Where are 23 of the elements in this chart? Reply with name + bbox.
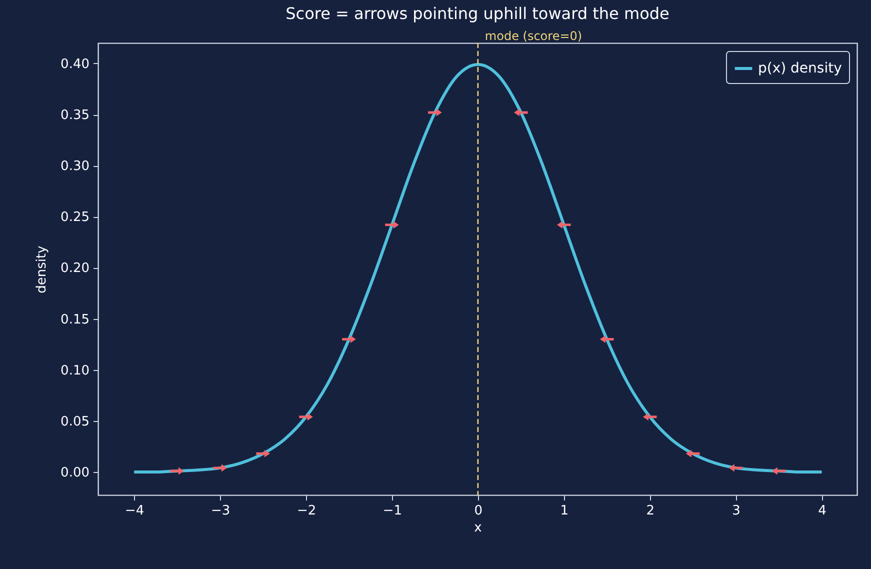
y-tick-label: 0.05 <box>60 414 90 430</box>
y-tick-label: 0.30 <box>60 159 90 174</box>
y-tick-label: 0.40 <box>60 56 90 72</box>
x-axis-title: x <box>474 520 482 536</box>
x-tick-label: −2 <box>296 504 316 518</box>
y-tick-label: 0.15 <box>60 312 90 328</box>
x-tick-label: −1 <box>382 504 402 518</box>
legend-label: p(x) density <box>758 60 842 76</box>
y-axis-title: density <box>34 245 50 294</box>
y-tick-label: 0.35 <box>60 108 90 124</box>
x-tick-label: 1 <box>560 504 569 518</box>
x-tick-label: 3 <box>732 504 740 518</box>
x-tick-label: −4 <box>125 504 144 518</box>
x-tick-label: 2 <box>646 504 654 518</box>
chart-title: Score = arrows pointing uphill toward the mode <box>286 4 670 23</box>
x-tick-label: 4 <box>818 504 826 518</box>
y-tick-label: 0.20 <box>60 261 90 276</box>
y-tick-label: 0.25 <box>60 210 90 226</box>
x-tick-label: 0 <box>474 504 483 518</box>
y-tick-label: 0.10 <box>60 363 90 378</box>
y-tick-label: 0.00 <box>60 466 90 481</box>
x-tick-label: −3 <box>210 504 230 518</box>
ref-line-label: mode (score=0) <box>484 29 582 43</box>
